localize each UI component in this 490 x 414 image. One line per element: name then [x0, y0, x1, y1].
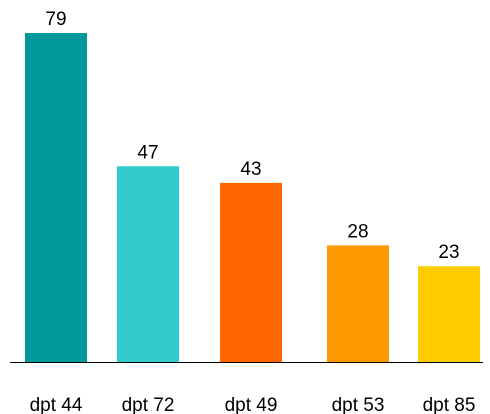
bar-dpt-53: [327, 245, 389, 362]
bars-layer: [25, 33, 480, 362]
data-label-dpt-49: 43: [240, 159, 261, 180]
data-label-dpt-44: 79: [45, 9, 66, 30]
bar-dpt-85: [418, 266, 480, 362]
bar-dpt-72: [117, 166, 179, 362]
data-label-dpt-53: 28: [347, 221, 368, 242]
x-tick-label-dpt-72: dpt 72: [122, 395, 175, 414]
x-tick-label-dpt-85: dpt 85: [423, 395, 476, 414]
x-tick-label-dpt-53: dpt 53: [332, 395, 385, 414]
value-labels-layer: 79 47 43 28 23: [45, 9, 459, 263]
category-labels-layer: dpt 44 dpt 72 dpt 49 dpt 53 dpt 85: [30, 395, 476, 414]
data-label-dpt-85: 23: [438, 242, 459, 263]
bar-dpt-49: [220, 182, 282, 362]
bar-dpt-44: [25, 33, 87, 362]
x-tick-label-dpt-49: dpt 49: [225, 395, 278, 414]
x-tick-label-dpt-44: dpt 44: [30, 395, 83, 414]
data-label-dpt-72: 47: [137, 142, 158, 163]
